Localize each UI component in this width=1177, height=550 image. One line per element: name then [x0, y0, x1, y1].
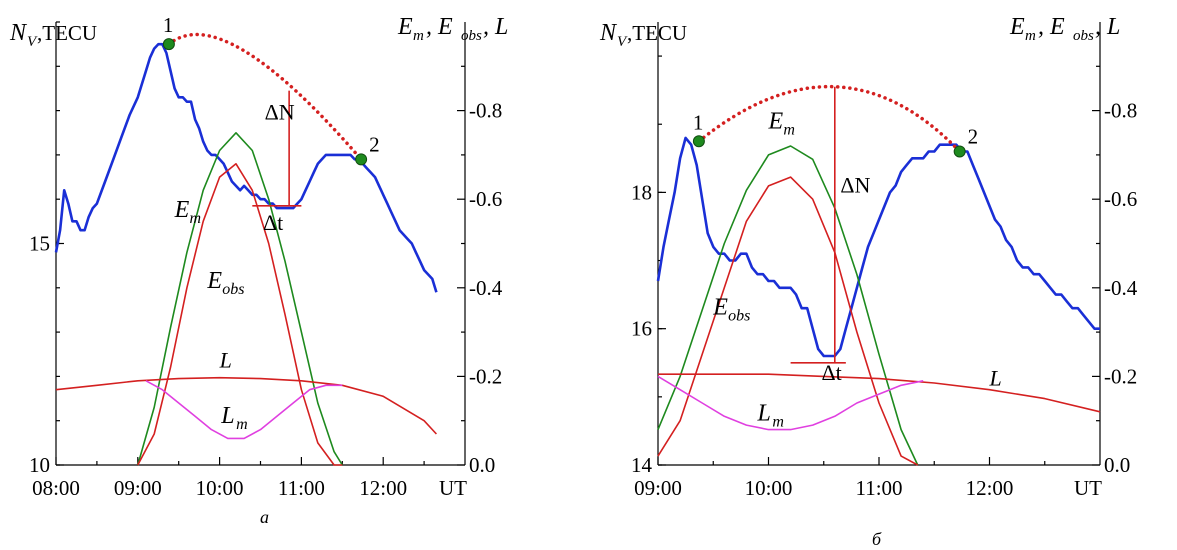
right-axis-label: E m , E obs , L: [1009, 14, 1120, 44]
left-axis-var: N: [9, 20, 28, 46]
right-label-sub-obs: obs: [1073, 28, 1094, 44]
left-tick-label: 14: [631, 453, 653, 477]
label-e-m-sub: m: [189, 210, 201, 227]
left-tick-label: 16: [631, 317, 652, 341]
x-tick-label: 08:00: [32, 476, 80, 500]
x-tick-label: 12:00: [359, 476, 407, 500]
x-unit-label: UT: [1074, 476, 1102, 500]
x-unit-label: UT: [439, 476, 467, 500]
right-label-e2: , E: [1038, 14, 1065, 40]
label-e-m-main: E: [174, 197, 190, 223]
right-tick-label: -0.8: [1104, 99, 1137, 123]
label-l-m-sub: m: [236, 416, 248, 433]
label-l: L: [989, 365, 1002, 390]
series-n-v: [656, 136, 1100, 358]
left-axis-unit: ,TECU: [627, 21, 687, 45]
series-e-m: [137, 132, 343, 466]
left-tick-label: 18: [631, 180, 652, 204]
x-tick-label: 12:00: [966, 476, 1014, 500]
delta-n-label: ΔN: [840, 172, 870, 197]
delta-t-label: Δt: [263, 210, 283, 235]
left-axis-var: N: [599, 20, 618, 46]
series-l: [658, 373, 1101, 413]
right-label-e1: E: [1009, 14, 1025, 40]
right-label-e1: E: [397, 14, 413, 40]
right-label-sub-obs: obs: [461, 28, 482, 44]
series-e-obs: [137, 163, 343, 466]
right-tick-label: -0.2: [1104, 364, 1137, 388]
left-tick-label: 15: [29, 232, 50, 256]
marker-label-1: 1: [163, 13, 174, 37]
dotted-envelope-arc: [167, 32, 363, 162]
right-tick-label: -0.8: [469, 99, 502, 123]
right-tick-label: 0.0: [1104, 453, 1130, 477]
label-l-m-main: L: [756, 401, 770, 427]
label-e-obs-main: E: [712, 294, 728, 320]
right-tick-label: -0.4: [1104, 276, 1138, 300]
label-l: L: [219, 348, 232, 373]
marker-point-1: [692, 135, 705, 148]
left-axis-label: N V ,TECU: [9, 20, 97, 50]
delta-t-label: Δt: [822, 360, 842, 385]
series-n-v: [54, 42, 438, 293]
series-l: [55, 376, 437, 435]
x-tick-label: 10:00: [196, 476, 244, 500]
marker-point-2: [953, 145, 966, 158]
right-label-sub-m: m: [413, 28, 424, 44]
right-tick-label: -0.6: [469, 187, 502, 211]
right-tick-label: 0.0: [469, 453, 495, 477]
x-tick-label: 09:00: [634, 476, 682, 500]
label-l-m-sub: m: [772, 414, 784, 431]
marker-point-2: [355, 153, 368, 166]
left-axis-unit: ,TECU: [37, 21, 97, 45]
series-e-obs: [657, 176, 919, 466]
label-e-m-sub: m: [783, 121, 795, 138]
right-label-l: , L: [1095, 14, 1120, 40]
panel-label-a: а: [260, 507, 269, 527]
right-label-l: , L: [483, 14, 508, 40]
x-tick-label: 11:00: [855, 476, 902, 500]
marker-label-2: 2: [968, 124, 979, 148]
x-tick-label: 10:00: [745, 476, 793, 500]
right-tick-label: -0.6: [1104, 187, 1137, 211]
right-label-sub-m: m: [1025, 28, 1036, 44]
series-l-m: [657, 375, 924, 431]
series-l-m: [145, 380, 343, 440]
marker-point-1: [162, 38, 175, 51]
left-tick-label: 10: [29, 453, 50, 477]
chart-panel-a: N V ,TECU E m , E obs , L 10 15 0.0 -0.2 -0.…: [9, 13, 508, 527]
delta-n-label: ΔN: [265, 99, 295, 124]
label-l-m-main: L: [220, 403, 234, 429]
panel-label-b: б: [872, 529, 882, 549]
series-e-m: [657, 145, 919, 466]
marker-label-1: 1: [693, 110, 704, 134]
right-label-e2: , E: [426, 14, 453, 40]
dotted-envelope-arc: [697, 84, 962, 154]
x-tick-label: 11:00: [278, 476, 325, 500]
chart-panel-b: N V ,TECU E m , E obs , L 14 16 18 0.0 -0.2 -…: [599, 14, 1138, 549]
label-e-obs-sub: obs: [222, 281, 244, 298]
label-e-obs-main: E: [206, 268, 222, 294]
right-tick-label: -0.4: [469, 276, 503, 300]
label-e-obs-sub: obs: [728, 307, 750, 324]
right-tick-label: -0.2: [469, 364, 502, 388]
left-axis-label: N V ,TECU: [599, 20, 687, 50]
x-tick-label: 09:00: [114, 476, 162, 500]
left-axis-sub: V: [617, 34, 628, 50]
label-e-m-main: E: [768, 108, 784, 134]
right-axis-label: E m , E obs , L: [397, 14, 508, 44]
marker-label-2: 2: [369, 132, 380, 156]
left-axis-sub: V: [27, 34, 38, 50]
